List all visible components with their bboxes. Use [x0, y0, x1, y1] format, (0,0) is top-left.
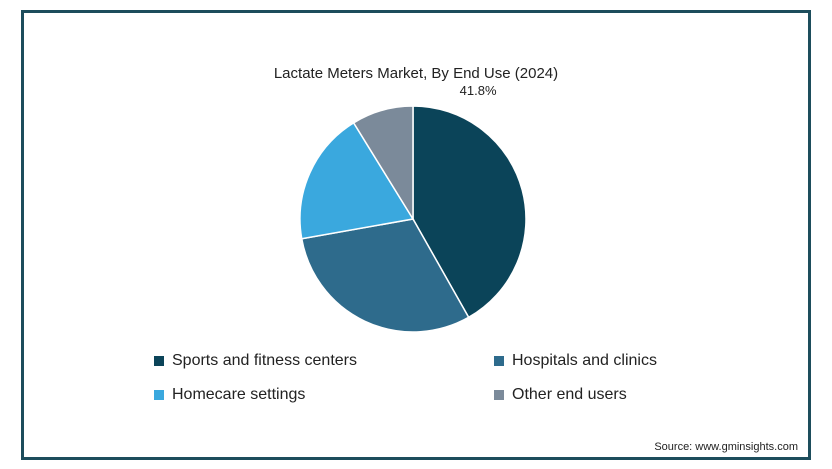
- data-label-0: 41.8%: [460, 83, 497, 98]
- source-note: Source: www.gminsights.com: [654, 441, 798, 453]
- legend-swatch: [154, 356, 164, 366]
- pie-chart: 41.8%: [299, 83, 527, 333]
- pie-slice-other-end-users: [352, 105, 414, 222]
- chart-frame: Lactate Meters Market, By End Use (2024)…: [21, 10, 811, 460]
- legend-label: Other end users: [512, 386, 627, 403]
- legend: Sports and fitness centers Hospitals and …: [154, 351, 714, 405]
- legend-item: Homecare settings: [154, 385, 494, 405]
- legend-swatch: [494, 356, 504, 366]
- legend-swatch: [154, 390, 164, 400]
- legend-label: Homecare settings: [172, 386, 306, 403]
- pie-slice-sports-and-fitness-centers: [412, 105, 527, 319]
- legend-item: Sports and fitness centers: [154, 351, 494, 371]
- legend-item: Other end users: [494, 385, 714, 405]
- pie-slice-homecare-settings: [299, 121, 415, 240]
- legend-swatch: [494, 390, 504, 400]
- legend-label: Hospitals and clinics: [512, 352, 657, 369]
- pie-slice-hospitals-and-clinics: [300, 218, 470, 333]
- legend-item: Hospitals and clinics: [494, 351, 714, 371]
- legend-label: Sports and fitness centers: [172, 352, 357, 369]
- chart-title: Lactate Meters Market, By End Use (2024): [273, 65, 559, 82]
